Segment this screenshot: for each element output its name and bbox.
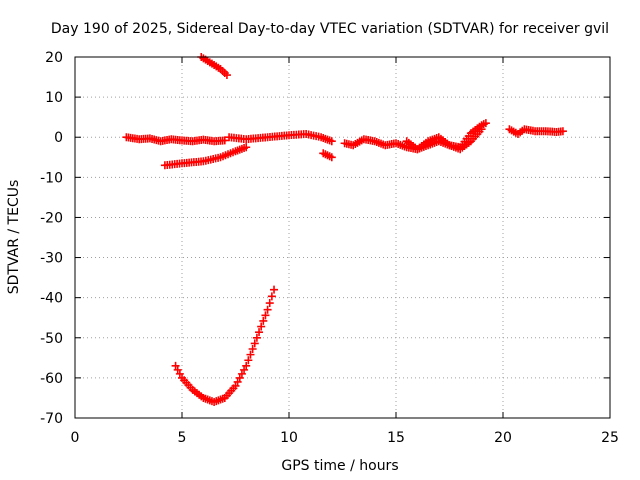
data-points — [122, 53, 567, 406]
data-point — [265, 299, 274, 308]
data-point — [327, 137, 336, 146]
y-tick-label: -70 — [40, 411, 63, 427]
x-tick-label: 20 — [494, 430, 512, 446]
y-tick-label: -40 — [40, 291, 63, 307]
y-tick-label: 20 — [45, 50, 63, 66]
data-point — [171, 361, 180, 370]
data-point — [259, 316, 268, 325]
data-point — [481, 119, 490, 128]
data-point — [222, 71, 231, 80]
y-tick-label: 10 — [45, 90, 63, 106]
data-point — [220, 136, 229, 145]
x-tick-label: 15 — [387, 430, 405, 446]
data-point — [558, 127, 567, 136]
y-axis-ticks: 20 10 0 -10 -20 -30 -40 -50 -60 -70 — [40, 50, 610, 427]
x-tick-label: 25 — [601, 430, 619, 446]
data-point — [250, 339, 259, 348]
data-point — [270, 285, 279, 294]
data-point — [255, 328, 264, 337]
x-axis-label: GPS time / hours — [281, 458, 398, 474]
data-point — [261, 311, 270, 320]
data-point — [242, 143, 251, 152]
data-point — [231, 381, 240, 390]
x-axis-ticks: 0 5 10 15 20 25 — [71, 57, 619, 446]
x-tick-label: 0 — [71, 430, 80, 446]
data-point — [267, 292, 276, 301]
chart-title: Day 190 of 2025, Sidereal Day-to-day VTE… — [51, 21, 609, 37]
y-tick-label: -30 — [40, 251, 63, 267]
x-tick-label: 10 — [280, 430, 298, 446]
y-tick-label: -60 — [40, 371, 63, 387]
y-tick-label: -20 — [40, 210, 63, 226]
data-point — [246, 350, 255, 359]
y-axis-label: SDTVAR / TECUs — [6, 180, 22, 295]
data-point — [244, 356, 253, 365]
data-point — [235, 373, 244, 382]
data-point — [242, 361, 251, 370]
data-point — [173, 365, 182, 374]
x-tick-label: 5 — [178, 430, 187, 446]
y-tick-label: -50 — [40, 331, 63, 347]
data-point — [327, 153, 336, 162]
grid-lines — [75, 57, 610, 418]
data-point — [248, 345, 257, 354]
y-tick-label: -10 — [40, 170, 63, 186]
data-point — [175, 369, 184, 378]
data-point — [233, 377, 242, 386]
y-tick-label: 0 — [54, 130, 63, 146]
data-point — [237, 369, 246, 378]
data-point — [252, 333, 261, 342]
data-point — [257, 322, 266, 331]
data-point — [263, 305, 272, 314]
data-point — [240, 365, 249, 374]
plot-frame — [74, 56, 611, 419]
